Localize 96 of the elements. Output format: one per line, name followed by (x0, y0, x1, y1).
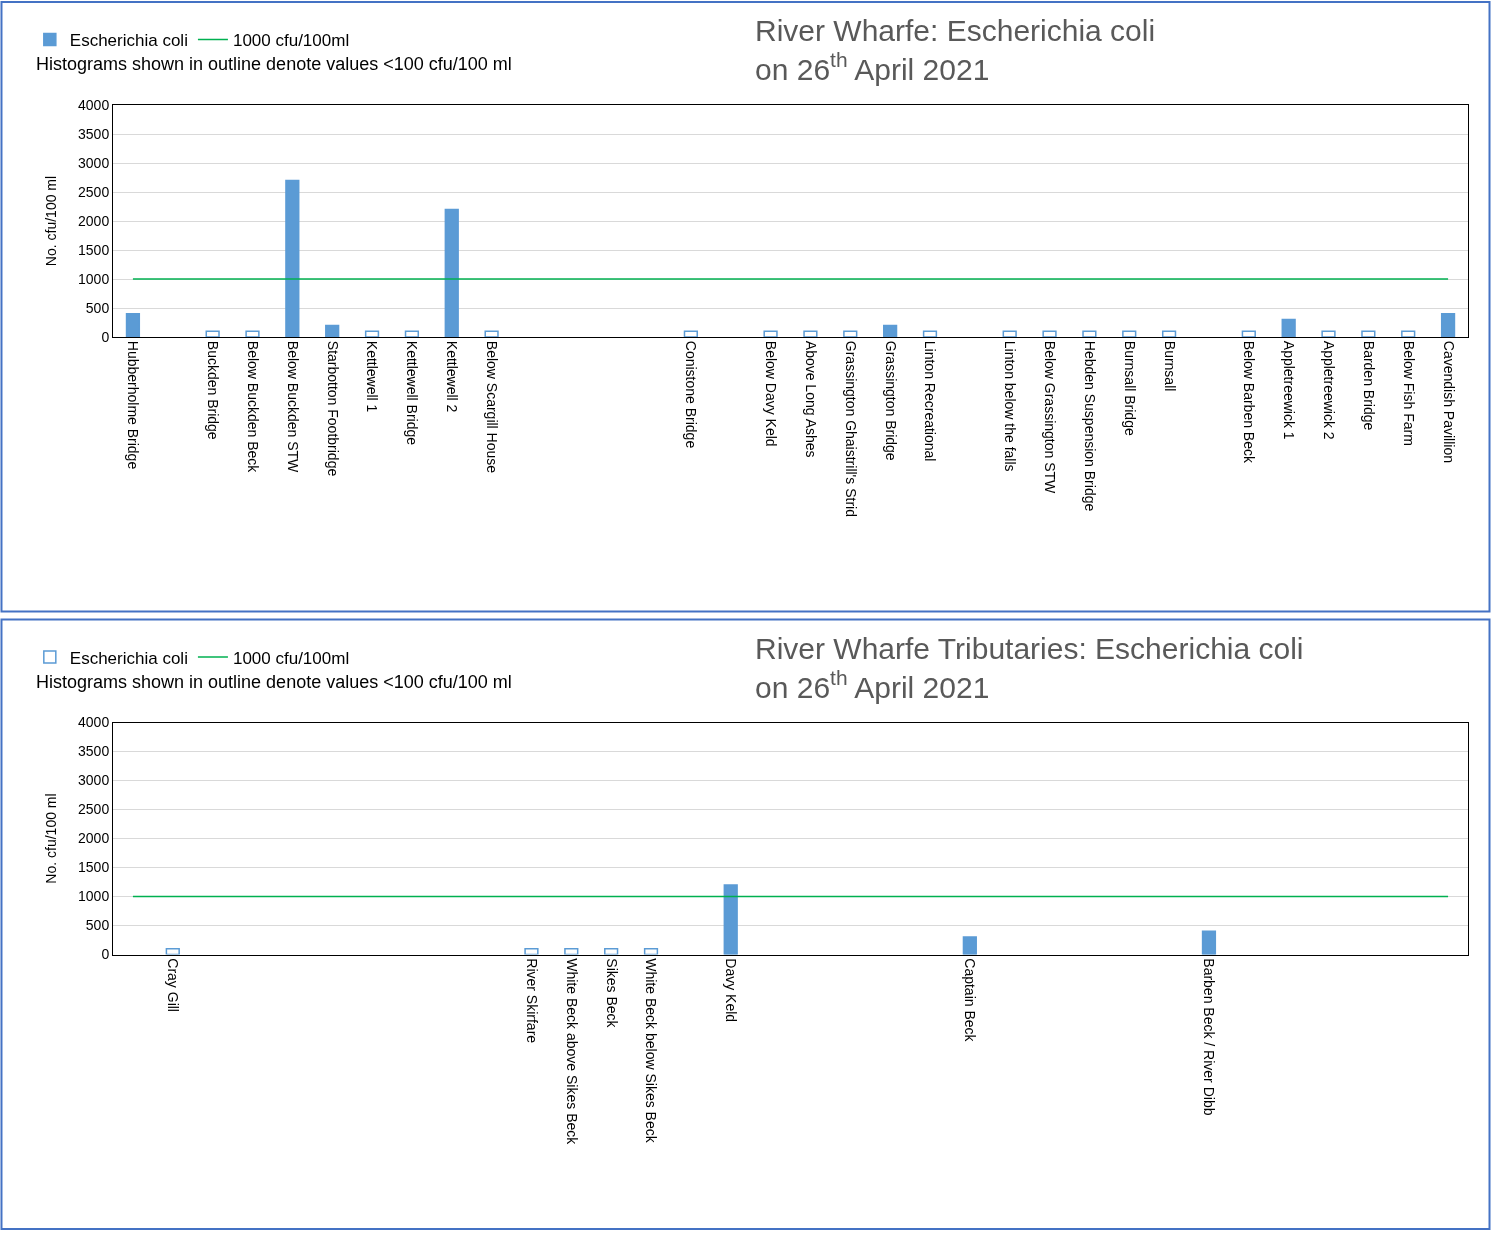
y-axis-title: No. cfu/100 ml (42, 793, 59, 884)
legend-label: 1000 cfu/100ml (232, 31, 350, 51)
bar (444, 208, 459, 337)
x-tick-label: Appletreewick 2 (1320, 340, 1337, 440)
text: Histograms shown in outline denote values <100 cfu/100 ml (36, 54, 512, 74)
bar (125, 313, 141, 337)
bar (1201, 930, 1217, 955)
bar (165, 947, 180, 955)
x-tick-label: Linton below the falls (1002, 340, 1019, 472)
chart-title: River Wharfe: Escherichia coli on 26$^{th}$ April 2021 (755, 14, 1156, 86)
x-tick-label: Grassington Ghaistrill's Strid (842, 340, 859, 517)
y-tick-label: 4000 (78, 96, 110, 113)
x-tick-label: Below Buckden STW (284, 340, 301, 474)
bar (1122, 330, 1137, 337)
x-tick-label: Cavendish Pavillion (1440, 340, 1457, 463)
bar (1161, 330, 1177, 337)
x-tick-label: River Skirfare (523, 958, 540, 1044)
x-tick-label: Below Fish Farm (1400, 340, 1417, 446)
x-tick-label: Captain Beck (962, 958, 979, 1043)
x-tick-label: Below Davy Keld (763, 340, 780, 447)
y-tick-label: 500 (85, 299, 110, 316)
y-axis-title: No. cfu/100 ml (42, 175, 59, 267)
x-tick-label: Barben Beck / River Dibb (1201, 958, 1218, 1116)
bar (1241, 330, 1256, 337)
y-tick-label: 3000 (78, 154, 110, 171)
x-tick-label: Hubberholme Bridge (125, 340, 142, 470)
legend-label: 1000 cfu/100ml (232, 648, 350, 668)
x-tick-label: Grassington Bridge (882, 340, 899, 461)
y-tick-label: 3000 (78, 772, 110, 789)
bar (564, 947, 579, 955)
bar (922, 330, 938, 337)
chart-title: River Wharfe Tributaries: Escherichia coli on 26$^{th}$ April 2021 (755, 632, 1304, 704)
bar (1082, 330, 1097, 337)
y-tick-label: 2500 (78, 801, 110, 818)
y-tick-label: 2000 (78, 830, 110, 847)
x-tick-label: Buckden Bridge (205, 340, 222, 440)
x-tick-label: Hebden Suspension Bridge (1081, 340, 1098, 512)
x-tick-label: Conistone Bridge (683, 340, 700, 449)
y-tick-label: 3500 (78, 125, 110, 142)
x-tick-label: Barden Bridge (1360, 340, 1377, 431)
y-tick-label: 4000 (78, 714, 110, 731)
x-tick-label: Cray Gill (165, 958, 182, 1012)
x-tick-label: Kettlewell 2 (444, 340, 461, 413)
bar (404, 330, 420, 337)
y-tick-label: 2500 (78, 183, 110, 200)
y-tick-label: 500 (85, 917, 110, 934)
x-tick-label: Kettlewell Bridge (404, 340, 421, 446)
bar (604, 947, 619, 955)
bar (1281, 318, 1296, 337)
bar (843, 330, 858, 337)
x-tick-label: Burnsall Bridge (1121, 340, 1138, 436)
x-tick-label: Below Grassington STW (1041, 340, 1058, 495)
y-tick-label: 3500 (78, 743, 110, 760)
x-tick-label: White Beck above Sikes Beck (563, 958, 580, 1146)
legend-label: Escherichia coli (69, 31, 188, 51)
x-tick-label: Below Scargill House (484, 340, 501, 474)
bar (1042, 330, 1057, 337)
x-tick-label: Starbotton Footbridge (324, 340, 341, 477)
bar (1361, 330, 1376, 337)
bar (285, 179, 300, 337)
y-tick-label: 2000 (78, 212, 110, 229)
y-tick-label: 1500 (78, 859, 110, 876)
x-tick-label: Sikes Beck (603, 958, 620, 1029)
bar (962, 936, 977, 955)
bar (723, 884, 738, 955)
y-tick-label: 0 (101, 946, 110, 963)
legend-label: Escherichia coli (69, 648, 188, 668)
bar (1321, 330, 1336, 337)
x-tick-label: Appletreewick 1 (1281, 340, 1298, 440)
bar (643, 947, 659, 955)
x-tick-label: Above Long Ashes (802, 340, 819, 458)
x-tick-label: Burnsall (1161, 340, 1178, 392)
bar (1440, 313, 1456, 337)
bar (763, 330, 778, 337)
y-tick-label: 0 (101, 328, 110, 345)
x-tick-label: Kettlewell 1 (364, 340, 381, 413)
x-tick-label: Davy Keld (723, 958, 740, 1023)
bar (524, 947, 539, 955)
text: Histograms shown in outline denote values <100 cfu/100 ml (36, 672, 512, 692)
y-tick-label: 1000 (78, 888, 110, 905)
y-tick-label: 1500 (78, 241, 110, 258)
x-tick-label: Below Barben Beck (1241, 340, 1258, 464)
bar (205, 330, 220, 337)
bar (803, 330, 818, 337)
bar (364, 330, 380, 337)
x-tick-label: White Beck below Sikes Beck (643, 958, 660, 1144)
y-tick-label: 1000 (78, 270, 110, 287)
bar (683, 330, 698, 337)
x-tick-label: Linton Recreational (922, 340, 939, 462)
bar (1002, 330, 1017, 337)
bar (245, 330, 260, 337)
bar (1401, 330, 1416, 337)
bar (325, 324, 340, 337)
bar (484, 330, 499, 337)
bar (883, 324, 898, 337)
x-tick-label: Below Buckden Beck (244, 340, 261, 474)
